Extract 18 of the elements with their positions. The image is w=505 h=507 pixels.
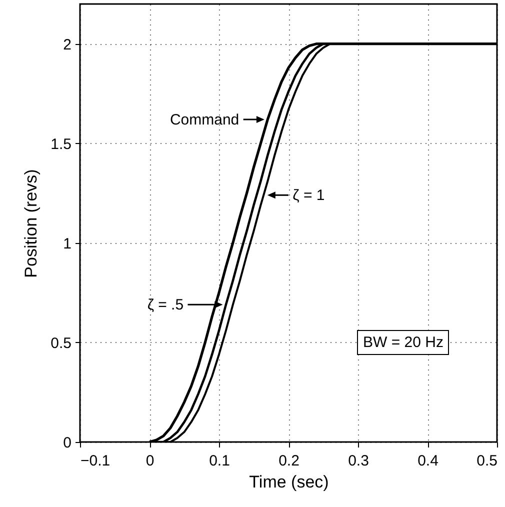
x-tick-label: 0 [146, 452, 154, 470]
y-tick-label: 1 [63, 235, 72, 252]
x-axis-title: Time (sec) [249, 472, 329, 492]
y-tick-label: 1.5 [50, 136, 72, 153]
y-axis-title: Position (revs) [22, 169, 41, 278]
x-tick-label: 0.3 [348, 452, 369, 470]
annotation: Command [170, 111, 240, 128]
y-tick-label: 0.5 [50, 334, 72, 352]
y-tick-label: 0 [63, 434, 72, 452]
annotation: ζ = .5 [147, 296, 184, 314]
x-tick-label: 0.4 [418, 452, 438, 470]
annotation: ζ = 1 [292, 187, 325, 204]
y-tick-label: 2 [63, 36, 72, 54]
x-tick-label: 0.2 [278, 452, 300, 470]
x-tick-label: −0.1 [80, 452, 110, 470]
x-tick-label: 0.5 [476, 452, 498, 470]
x-tick-label: 0.1 [209, 452, 230, 470]
note-box: BW = 20 Hz [357, 330, 450, 355]
